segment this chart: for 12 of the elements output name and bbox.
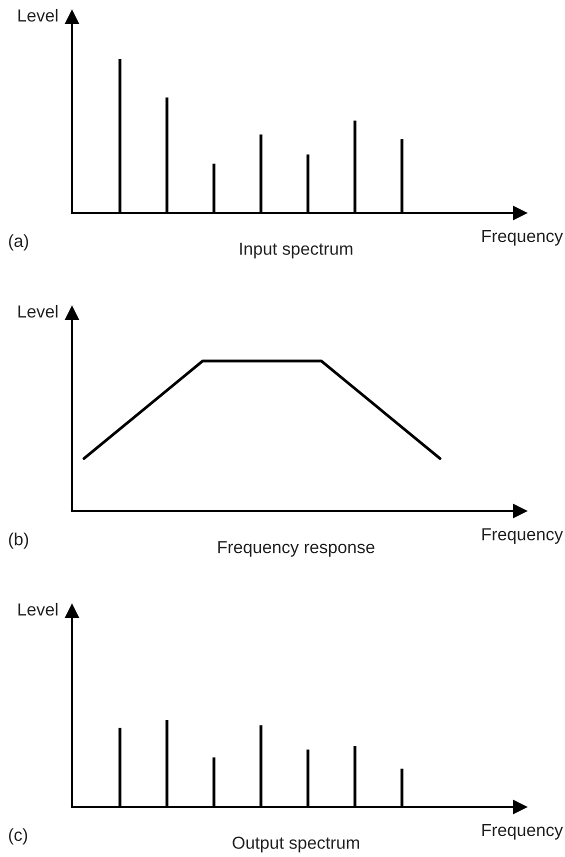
text: Output spectrum <box>232 836 360 852</box>
y-axis-title: Level <box>18 304 58 318</box>
y-axis-title: Level <box>18 8 58 22</box>
x-axis-title: Frequency <box>482 824 563 840</box>
text: (c) <box>9 828 28 844</box>
y-axis-title: Level <box>18 602 58 616</box>
text: Input spectrum <box>240 242 352 258</box>
text: (a) <box>9 234 28 250</box>
x-axis-title: Frequency <box>482 230 563 246</box>
x-axis-title: Frequency <box>482 528 563 544</box>
text: (b) <box>9 532 28 549</box>
text: Frequency response <box>218 541 374 557</box>
